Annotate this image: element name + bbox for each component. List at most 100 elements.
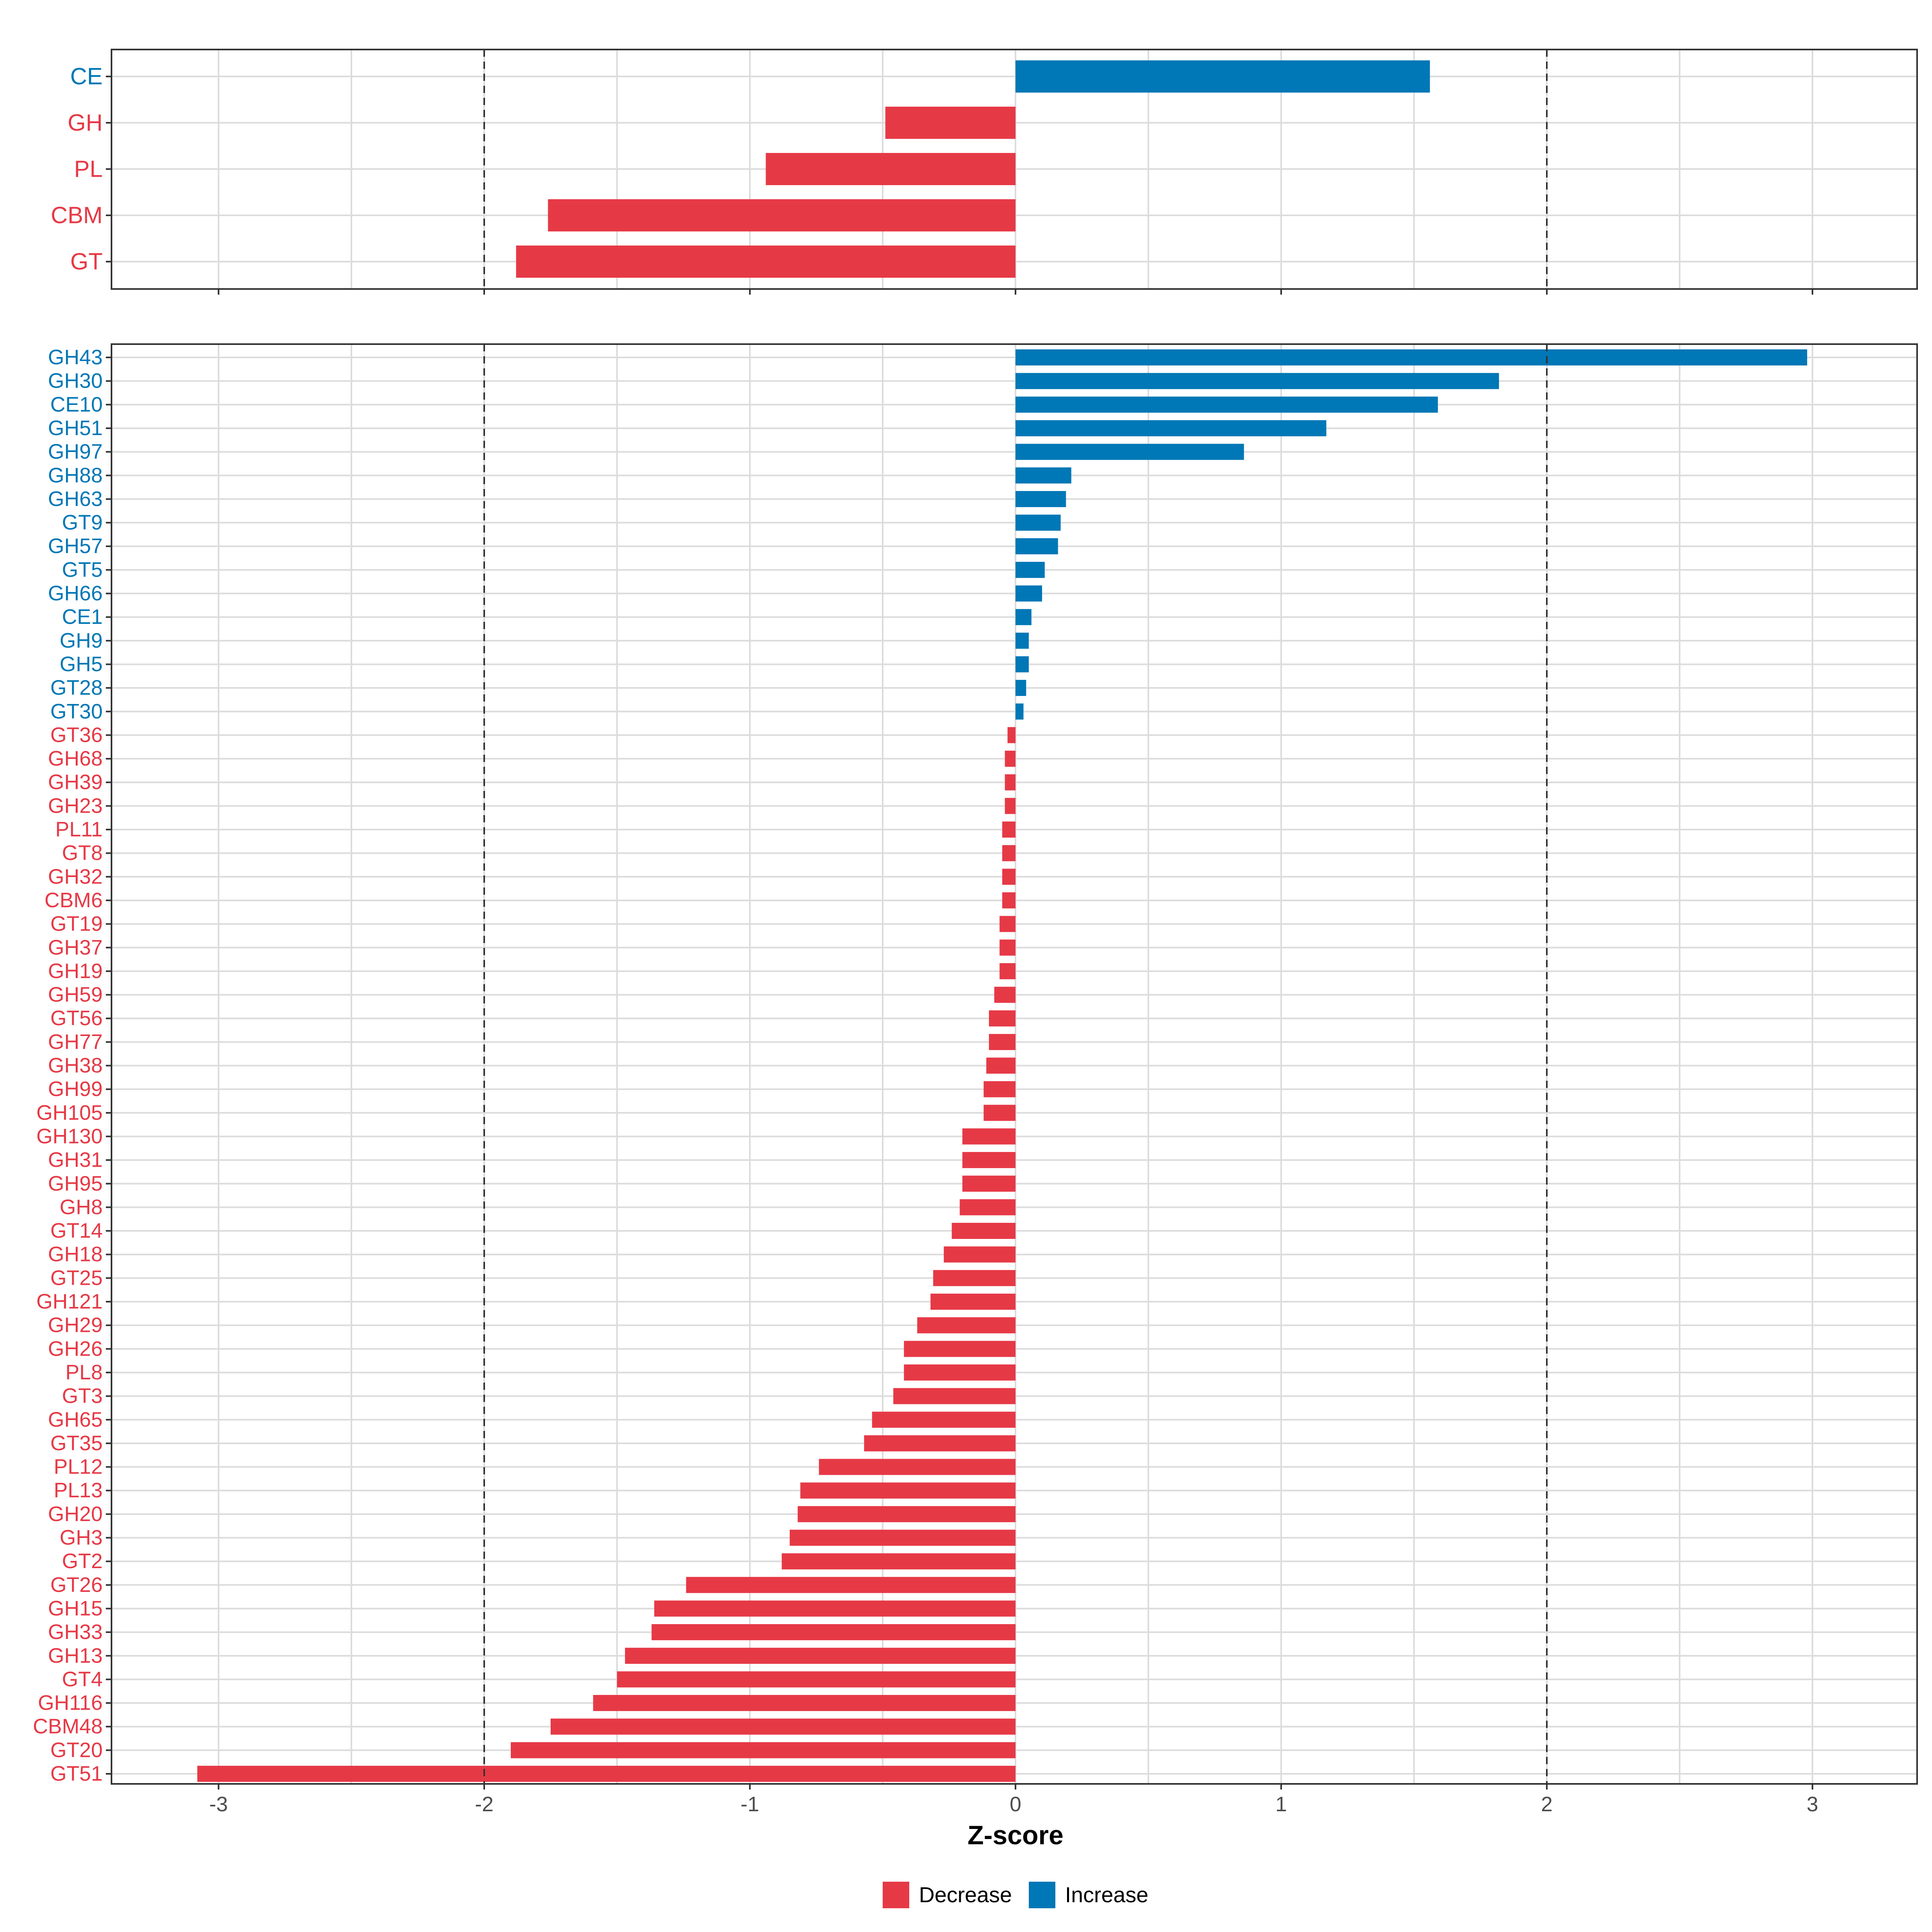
category-label: GH63: [48, 487, 103, 511]
bar-gt14: [952, 1223, 1016, 1239]
bar-gh13: [625, 1647, 1016, 1664]
category-label: GT14: [50, 1219, 103, 1243]
bar-gh15: [654, 1600, 1016, 1617]
category-label: GT: [70, 249, 103, 275]
bar-pl8: [904, 1364, 1016, 1381]
bar-gt3: [893, 1388, 1016, 1404]
category-label: GH23: [48, 794, 103, 817]
panel-border: [111, 49, 1918, 290]
category-label: GH8: [60, 1195, 103, 1219]
category-label: PL13: [54, 1479, 103, 1502]
category-label: GH37: [48, 936, 103, 959]
bar-ce10: [1016, 396, 1438, 413]
category-label: PL11: [55, 818, 103, 841]
bar-gh59: [994, 987, 1016, 1003]
category-label: GT26: [50, 1573, 103, 1597]
bar-gh51: [1016, 420, 1327, 436]
category-label: GT3: [62, 1385, 103, 1408]
category-label: GH38: [48, 1054, 103, 1077]
legend: Decrease Increase: [883, 1882, 1148, 1908]
bar-gh65: [872, 1412, 1016, 1428]
category-label: GH57: [48, 535, 103, 558]
top-panel: CE GH PL CBM GT: [51, 49, 1918, 295]
bar-gt9: [1016, 514, 1061, 531]
x-tick-label: -1: [741, 1793, 759, 1816]
bar-gt25: [933, 1270, 1016, 1286]
category-label: GH31: [48, 1148, 103, 1172]
category-label: GT9: [62, 511, 103, 535]
bar-cbm6: [1002, 892, 1016, 908]
category-label: GT20: [50, 1738, 103, 1762]
x-tick-label: -3: [209, 1793, 228, 1816]
category-label: GH33: [48, 1620, 103, 1644]
category-label: GH43: [48, 346, 103, 369]
category-label: GT4: [62, 1668, 103, 1691]
category-label: GT36: [50, 723, 103, 747]
x-axis: -3 -2 -1 0 1 2 3: [209, 1793, 1818, 1816]
bar-gh3: [790, 1530, 1016, 1546]
category-label: GH30: [48, 369, 103, 393]
category-label: GT25: [50, 1266, 103, 1290]
bar-gh97: [1016, 444, 1244, 460]
bar-gh130: [962, 1128, 1016, 1145]
bar-gh121: [930, 1294, 1016, 1310]
category-label: GT28: [50, 676, 103, 700]
bar-gh38: [986, 1057, 1016, 1074]
bar-gh88: [1016, 467, 1071, 484]
category-label: CBM48: [33, 1715, 103, 1738]
bar-gh39: [1005, 774, 1016, 791]
bar-gh29: [917, 1317, 1016, 1333]
x-axis-title: Z-score: [968, 1820, 1063, 1850]
category-label: GT30: [50, 700, 103, 723]
x-tick-label: 0: [1010, 1793, 1022, 1816]
bar-gh18: [943, 1246, 1016, 1263]
bar-ce1: [1016, 609, 1032, 625]
category-label: GH18: [48, 1243, 103, 1266]
x-tick-label: 2: [1541, 1793, 1553, 1816]
bar-cbm48: [551, 1718, 1016, 1735]
category-label: GT51: [50, 1762, 103, 1785]
category-label: GH15: [48, 1597, 103, 1620]
category-label: GH130: [36, 1125, 103, 1148]
bar-gt35: [864, 1435, 1016, 1451]
category-label: GH77: [48, 1030, 103, 1054]
bar-gh57: [1016, 538, 1058, 555]
x-tick-label: -2: [475, 1793, 493, 1816]
category-label: GH9: [60, 629, 103, 652]
x-tick-label: 1: [1276, 1793, 1287, 1816]
category-label: GH32: [48, 865, 103, 888]
category-label: CE10: [50, 393, 103, 416]
category-label: GH29: [48, 1314, 103, 1337]
bar-gh95: [962, 1175, 1016, 1192]
bar-gh20: [797, 1506, 1016, 1522]
bar-pl12: [819, 1459, 1016, 1475]
bar-gh19: [999, 963, 1016, 979]
category-label: GH105: [36, 1101, 103, 1125]
bar-gh37: [999, 939, 1016, 956]
category-label: CE: [70, 64, 103, 90]
legend-label-decrease: Decrease: [919, 1883, 1012, 1907]
x-tick-label: 3: [1807, 1793, 1818, 1816]
category-label: GT56: [50, 1007, 103, 1030]
category-label: GT5: [62, 558, 103, 582]
bar-gh105: [983, 1104, 1016, 1121]
category-label: GH99: [48, 1077, 103, 1101]
category-label: CBM6: [45, 889, 103, 912]
bar-gt20: [511, 1742, 1016, 1759]
category-label: GH3: [60, 1526, 103, 1550]
bar-gh43: [1016, 349, 1807, 365]
category-label: PL12: [54, 1455, 103, 1479]
category-label: GH66: [48, 582, 103, 605]
category-label: PL: [74, 156, 103, 182]
bar-gh33: [651, 1624, 1016, 1641]
category-label: GH68: [48, 747, 103, 770]
bar-gt26: [686, 1577, 1016, 1593]
category-label: CE1: [62, 605, 103, 629]
bar-pl13: [800, 1482, 1016, 1499]
category-label: GH: [68, 110, 103, 136]
bar-gh66: [1016, 585, 1042, 602]
bar-gh77: [989, 1034, 1016, 1050]
bar-gt51: [197, 1766, 1016, 1782]
category-label: GH51: [48, 417, 103, 440]
